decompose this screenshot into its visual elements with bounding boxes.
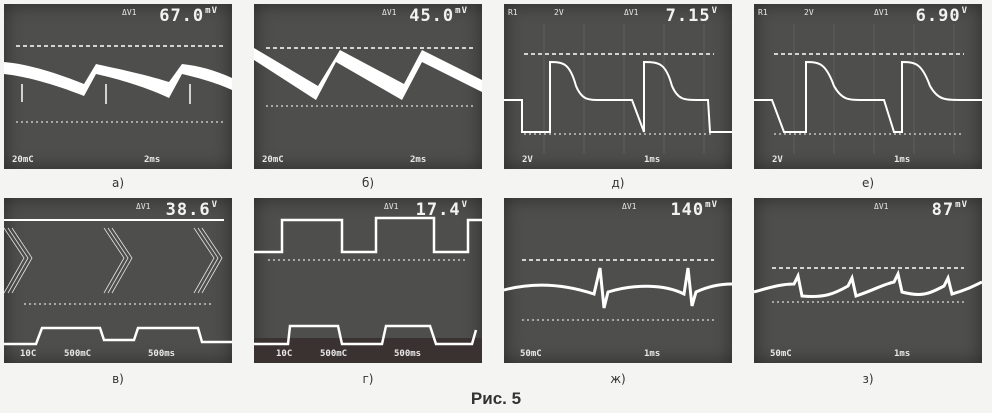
oscillogram-d: R1 2V ΔV1 7.15V 2V 1ms: [504, 4, 732, 169]
scale-time: 2ms: [144, 155, 161, 165]
measurement-readout: 7.15V: [666, 6, 718, 26]
oscillogram-z: ΔV1 87mV 50mC 1ms: [754, 198, 982, 363]
readout-value: 140: [670, 200, 705, 220]
measurement-readout: 67.0mV: [159, 6, 218, 26]
readout-unit: mV: [455, 6, 468, 16]
scale-volts: 50mC: [770, 349, 792, 359]
waveform-d: [504, 24, 732, 154]
channel-label: R1: [758, 8, 768, 17]
caption-zh: ж): [610, 372, 626, 386]
delta-label: ΔV1: [382, 8, 397, 17]
channel-scale: 2V: [804, 8, 814, 17]
caption-z: з): [862, 372, 874, 386]
caption-g: г): [362, 372, 374, 386]
caption-d: д): [611, 176, 625, 190]
readout-value: 45.0: [409, 6, 455, 26]
delta-label: ΔV1: [624, 8, 639, 17]
scale-time: 1ms: [894, 155, 911, 165]
caption-a: а): [111, 176, 125, 190]
scale-time: 500ms: [394, 349, 422, 359]
readout-unit: V: [461, 200, 468, 210]
waveform-v: [4, 219, 232, 346]
oscillogram-b: ΔV1 45.0mV 20mC 2ms: [254, 4, 482, 169]
scale-volts: 2V: [772, 155, 783, 165]
waveform-zh: [504, 259, 732, 321]
measurement-readout: 87mV: [932, 200, 968, 220]
scale-time: 500ms: [148, 349, 176, 359]
measurement-readout: 45.0mV: [409, 6, 468, 26]
scale-ch2: 500mC: [320, 349, 348, 359]
readout-unit: V: [961, 6, 968, 16]
scale-ch1: 10C: [20, 349, 37, 359]
oscillogram-zh: ΔV1 140mV 50mC 1ms: [504, 198, 732, 363]
delta-label: ΔV1: [136, 202, 151, 211]
waveform-b: [254, 47, 482, 107]
readout-value: 17.4: [415, 200, 461, 220]
oscillogram-g: ΔV1 17.4V 10C 500mC 500ms: [254, 198, 482, 363]
scale-volts: 50mC: [520, 349, 542, 359]
waveform-z: [754, 267, 982, 303]
waveform-a: [4, 45, 232, 123]
delta-label: ΔV1: [874, 8, 889, 17]
waveform-e: [754, 24, 982, 154]
delta-label: ΔV1: [122, 8, 137, 17]
readout-unit: mV: [205, 6, 218, 16]
scale-volts: 2V: [522, 155, 533, 165]
scale-time: 1ms: [894, 349, 911, 359]
measurement-readout: 17.4V: [416, 200, 468, 220]
oscillogram-v: ΔV1 38.6V 10C 500mC 500ms: [4, 198, 232, 363]
delta-label: ΔV1: [622, 202, 637, 211]
scale-volts: 20mC: [12, 155, 34, 165]
delta-label: ΔV1: [384, 202, 399, 211]
delta-label: ΔV1: [874, 202, 889, 211]
measurement-readout: 140mV: [670, 200, 718, 220]
readout-value: 87: [931, 200, 955, 220]
readout-unit: mV: [955, 200, 968, 210]
measurement-readout: 6.90V: [916, 6, 968, 26]
readout-value: 67.0: [159, 6, 205, 26]
oscillogram-e: R1 2V ΔV1 6.90V 2V 1ms: [754, 4, 982, 169]
channel-scale: 2V: [554, 8, 564, 17]
waveform-g: [254, 216, 482, 363]
scale-time: 2ms: [410, 155, 427, 165]
caption-e: е): [861, 176, 875, 190]
scale-ch1: 10C: [276, 349, 293, 359]
channel-label: R1: [508, 8, 518, 17]
scale-time: 1ms: [644, 349, 661, 359]
readout-unit: V: [211, 200, 218, 210]
caption-v: в): [112, 372, 124, 386]
scale-time: 1ms: [644, 155, 661, 165]
figure-title: Рис. 5: [470, 389, 522, 408]
measurement-readout: 38.6V: [166, 200, 218, 220]
readout-value: 6.90: [915, 6, 961, 26]
readout-value: 7.15: [665, 6, 711, 26]
readout-unit: V: [711, 6, 718, 16]
scale-volts: 20mC: [262, 155, 284, 165]
readout-unit: mV: [705, 200, 718, 210]
caption-b: б): [361, 176, 375, 190]
scale-ch2: 500mC: [64, 349, 92, 359]
readout-value: 38.6: [165, 200, 211, 220]
oscillogram-a: ΔV1 67.0mV 20mC 2ms: [4, 4, 232, 169]
